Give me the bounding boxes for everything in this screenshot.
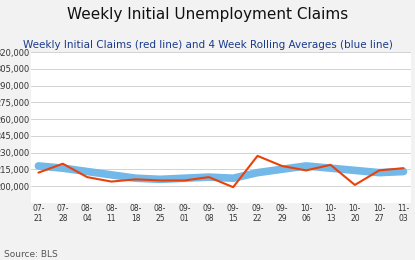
Text: Source: BLS: Source: BLS: [4, 250, 58, 259]
Text: Weekly Initial Claims (red line) and 4 Week Rolling Averages (blue line): Weekly Initial Claims (red line) and 4 W…: [22, 40, 393, 50]
Text: Weekly Initial Unemployment Claims: Weekly Initial Unemployment Claims: [67, 6, 348, 22]
